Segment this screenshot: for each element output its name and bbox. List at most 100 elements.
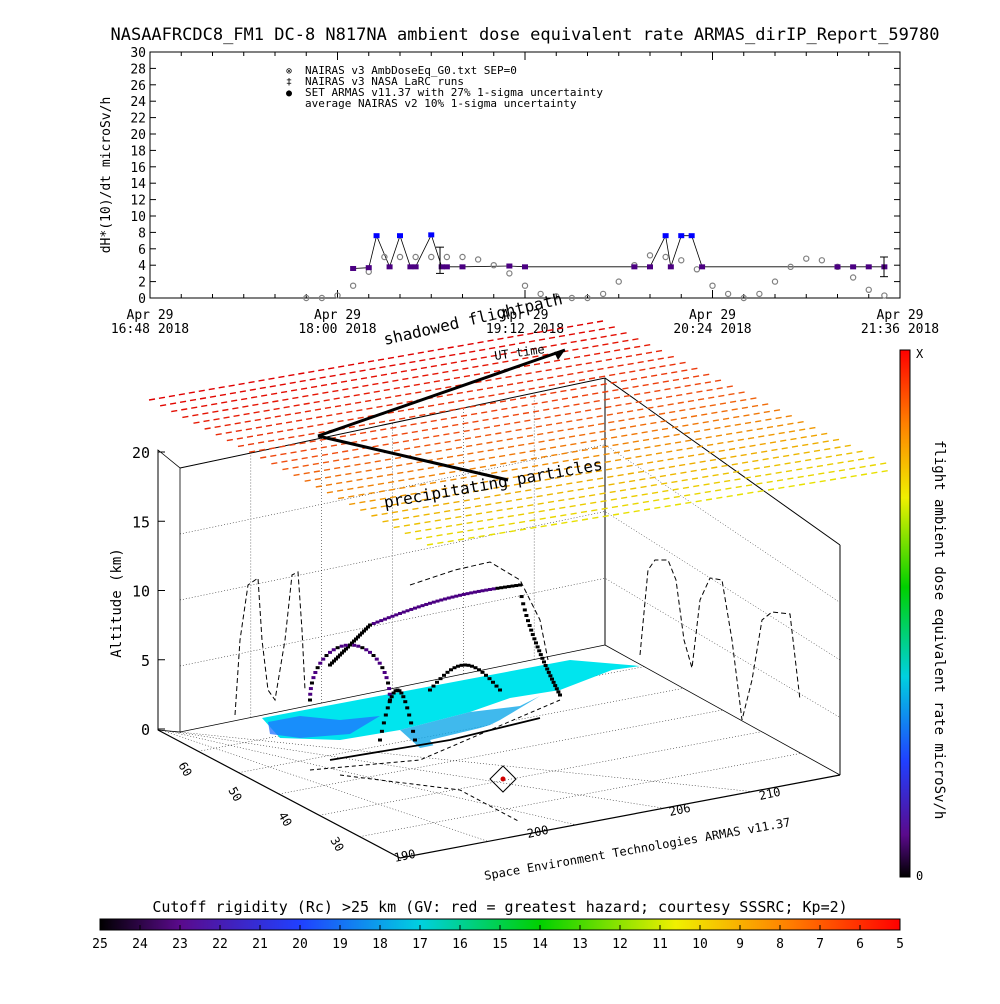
- dose-dash: [553, 359, 561, 362]
- dose-dash: [469, 405, 476, 408]
- dose-dash: [689, 407, 696, 410]
- dose-dash: [648, 468, 655, 472]
- dose-dash: [582, 346, 589, 350]
- dose-dash: [212, 410, 219, 413]
- dose-dash: [500, 352, 507, 356]
- dose-dash: [517, 513, 525, 516]
- dose-dash: [269, 385, 276, 388]
- flight-point: [331, 648, 336, 652]
- flight-point: [343, 643, 348, 647]
- dose-dash: [465, 514, 472, 517]
- flight-point: [409, 607, 414, 611]
- dose-dash: [426, 543, 434, 546]
- dose-dash: [559, 506, 566, 510]
- dose-dash: [645, 399, 652, 402]
- dose-dash: [580, 339, 587, 342]
- flight-point: [530, 633, 535, 637]
- flight-point: [476, 589, 481, 593]
- dose-dash: [348, 425, 355, 429]
- dose-dash: [381, 512, 388, 516]
- dose-dash: [743, 468, 750, 472]
- armas-point: [443, 264, 450, 270]
- dose-dash: [499, 400, 507, 403]
- x-tick-label-time: 21:36 2018: [861, 322, 939, 337]
- dose-dash: [807, 474, 815, 477]
- flight-point: [545, 667, 550, 671]
- dose-dash: [573, 356, 581, 359]
- dose-dash: [498, 524, 505, 527]
- dose-dash: [542, 353, 549, 356]
- nairas-point: [396, 253, 404, 261]
- dose-dash: [768, 433, 775, 436]
- dose-dash: [235, 429, 242, 433]
- series-armas: [350, 232, 888, 278]
- x-tick-label-date: Apr 29: [314, 308, 361, 323]
- rc-tick-label: 21: [252, 937, 268, 952]
- dose-dash: [337, 489, 344, 492]
- dose-dash: [549, 515, 557, 519]
- flight-point: [480, 589, 485, 593]
- dose-dash: [460, 359, 467, 363]
- dose-dash: [606, 413, 613, 416]
- dose-dash: [663, 497, 670, 500]
- dose-dash: [259, 386, 266, 390]
- dose-dash: [524, 419, 531, 422]
- flight-point: [477, 668, 481, 672]
- dose-dash: [418, 475, 425, 479]
- flight-point: [537, 649, 542, 653]
- dose-dash: [609, 490, 616, 494]
- dose-dash: [358, 493, 365, 496]
- dose-dash: [729, 400, 737, 404]
- dose-dash: [787, 477, 794, 480]
- dose-dash: [387, 356, 395, 360]
- dose-dash: [547, 431, 554, 434]
- dose-dash: [507, 335, 514, 339]
- dose-dash: [542, 463, 549, 466]
- dose-dash: [511, 468, 518, 471]
- dose-dash: [504, 492, 511, 495]
- flight-point: [498, 688, 502, 692]
- dose-dash: [364, 461, 371, 465]
- dose-dash: [253, 411, 260, 414]
- rc-tick-label: 18: [372, 937, 388, 952]
- flight-point: [405, 706, 410, 710]
- flight-point: [543, 663, 548, 667]
- dose-dash: [457, 454, 464, 457]
- armas-point: [459, 264, 466, 270]
- dose-dash: [663, 435, 670, 438]
- dose-dash: [380, 373, 388, 377]
- dose-dash: [389, 364, 396, 367]
- dose-dash: [596, 477, 604, 480]
- nairas-point: [756, 290, 763, 298]
- dose-dash: [519, 451, 526, 454]
- dose-dash: [438, 402, 445, 406]
- dose-dash: [827, 463, 834, 466]
- flight-point: [386, 681, 391, 685]
- dose-dash: [612, 388, 619, 392]
- dose-dash: [676, 393, 683, 397]
- dose-dash: [392, 441, 399, 445]
- dose-dash: [340, 380, 348, 383]
- flight-point: [519, 595, 524, 599]
- dose-dash: [739, 446, 746, 449]
- dose-dash: [445, 448, 452, 451]
- dose-dash: [660, 420, 667, 423]
- nairas-point: [443, 253, 451, 261]
- dose-dash: [837, 461, 844, 464]
- dose-dash: [495, 377, 502, 380]
- dose-dash: [325, 483, 333, 486]
- dose-dash: [819, 479, 826, 483]
- dose-dash: [456, 391, 463, 395]
- dose-dash: [366, 407, 373, 410]
- flight-point: [518, 583, 522, 587]
- dose-dash: [314, 477, 321, 481]
- dose-dash: [494, 494, 501, 497]
- dose-dash: [395, 394, 402, 398]
- dose-dash: [498, 392, 505, 395]
- dose-dash: [312, 462, 319, 466]
- dose-dash: [561, 521, 568, 525]
- nairas-point: [787, 263, 794, 271]
- y-tick-label: 30: [130, 46, 146, 61]
- alt-tick-label: 5: [141, 652, 150, 670]
- flight-point: [309, 681, 314, 685]
